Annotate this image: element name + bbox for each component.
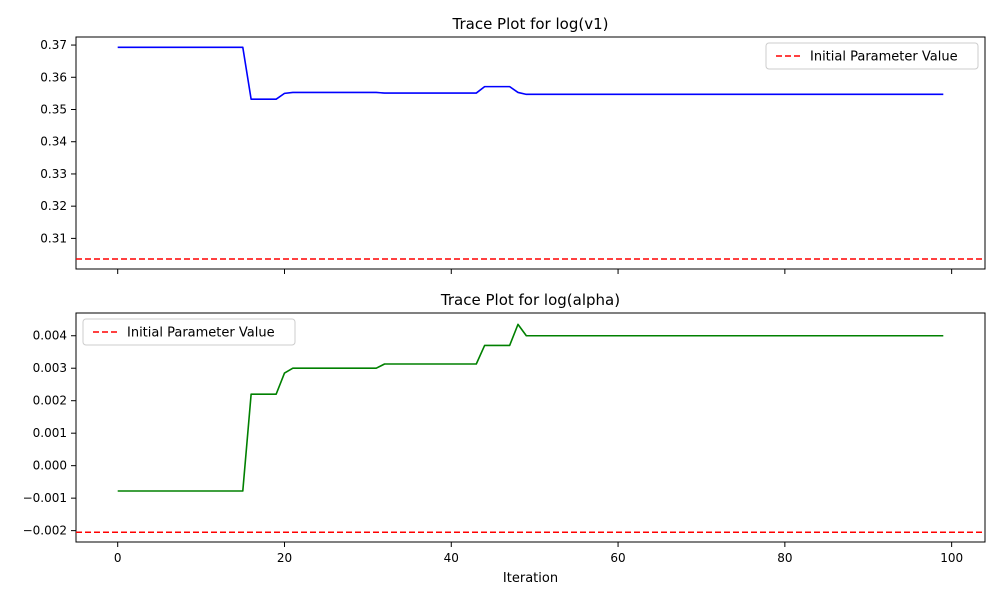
y-tick-label: 0.002 (33, 394, 67, 408)
x-axis-label: Iteration (503, 571, 558, 586)
legend-label: Initial Parameter Value (127, 326, 275, 341)
y-tick-label: 0.35 (40, 103, 67, 117)
y-tick-label: 0.33 (40, 167, 67, 181)
x-tick-label: 80 (777, 551, 792, 565)
y-tick-label: 0.000 (33, 459, 67, 473)
x-tick-label: 100 (940, 551, 963, 565)
plot-frame (75, 312, 986, 543)
legend-box (82, 318, 296, 346)
y-tick-label: 0.34 (40, 135, 67, 149)
trace-series-line (117, 323, 944, 492)
y-tick-label: 0.31 (40, 231, 67, 245)
y-tick-label: 0.32 (40, 199, 67, 213)
legend-label: Initial Parameter Value (810, 50, 958, 65)
y-tick-label: −0.002 (23, 524, 67, 538)
legend: Initial Parameter Value (765, 42, 979, 70)
legend-box (765, 42, 979, 70)
x-tick-label: 40 (444, 551, 459, 565)
y-tick-label: 0.004 (33, 329, 67, 343)
x-tick-label: 0 (114, 551, 122, 565)
chart-panel-1: Trace Plot for log(v1) 0.31 0.32 0.33 0.34 0.… (40, 15, 986, 274)
y-tick-label: 0.36 (40, 70, 67, 84)
y-tick-label: 0.003 (33, 361, 67, 375)
plot-frame (75, 36, 986, 270)
x-tick-label: 20 (277, 551, 292, 565)
y-tick-label: 0.001 (33, 426, 67, 440)
x-tick-label: 60 (610, 551, 625, 565)
y-tick-label: −0.001 (23, 491, 67, 505)
legend: Initial Parameter Value (82, 318, 296, 346)
chart-title-2: Trace Plot for log(alpha) (440, 291, 620, 309)
y-tick-label: 0.37 (40, 38, 67, 52)
chart-panel-2: Trace Plot for log(alpha) 0 20 40 60 80 100 −0.… (23, 291, 986, 586)
chart-title-1: Trace Plot for log(v1) (452, 15, 609, 33)
trace-series-line (117, 46, 944, 100)
